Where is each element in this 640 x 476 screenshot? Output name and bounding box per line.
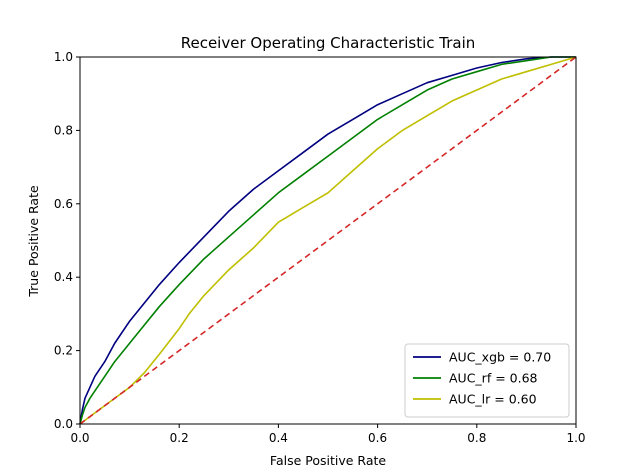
x-tick-label: 0.8 <box>467 431 486 445</box>
x-tick-label: 0.6 <box>368 431 387 445</box>
y-tick-label: 0.2 <box>54 344 73 358</box>
legend-label: AUC_rf = 0.68 <box>449 371 538 386</box>
x-tick-label: 1.0 <box>566 431 585 445</box>
legend-box <box>404 343 570 418</box>
plot-area <box>79 56 577 425</box>
y-tick-label: 0.4 <box>54 270 73 284</box>
y-tick-label: 0.6 <box>54 197 73 211</box>
x-axis-title: False Positive Rate <box>270 453 386 468</box>
axes-frame <box>79 56 577 425</box>
y-tick-label: 1.0 <box>54 50 73 64</box>
legend-label: AUC_lr = 0.60 <box>449 392 537 407</box>
x-tick-label: 0.2 <box>170 431 189 445</box>
y-axis-title: True Positive Rate <box>26 185 41 298</box>
diagonal-reference-line <box>79 56 577 425</box>
x-tick-label: 0.4 <box>269 431 288 445</box>
series-line-0 <box>79 56 576 425</box>
series-line-1 <box>79 56 576 425</box>
x-tick-label: 0.0 <box>70 431 89 445</box>
axes: 0.0 0.2 0.4 0.6 0.8 1.0 0.0 0.2 0.4 0.6 0.8 1.0 <box>54 50 586 445</box>
y-tick-label: 0.8 <box>54 123 73 137</box>
chart-title: Receiver Operating Characteristic Train <box>181 34 476 52</box>
legend: AUC_xgb = 0.70 AUC_rf = 0.68 AUC_lr = 0.60 <box>404 343 570 418</box>
legend-label: AUC_xgb = 0.70 <box>449 350 551 365</box>
y-tick-label: 0.0 <box>54 417 73 431</box>
